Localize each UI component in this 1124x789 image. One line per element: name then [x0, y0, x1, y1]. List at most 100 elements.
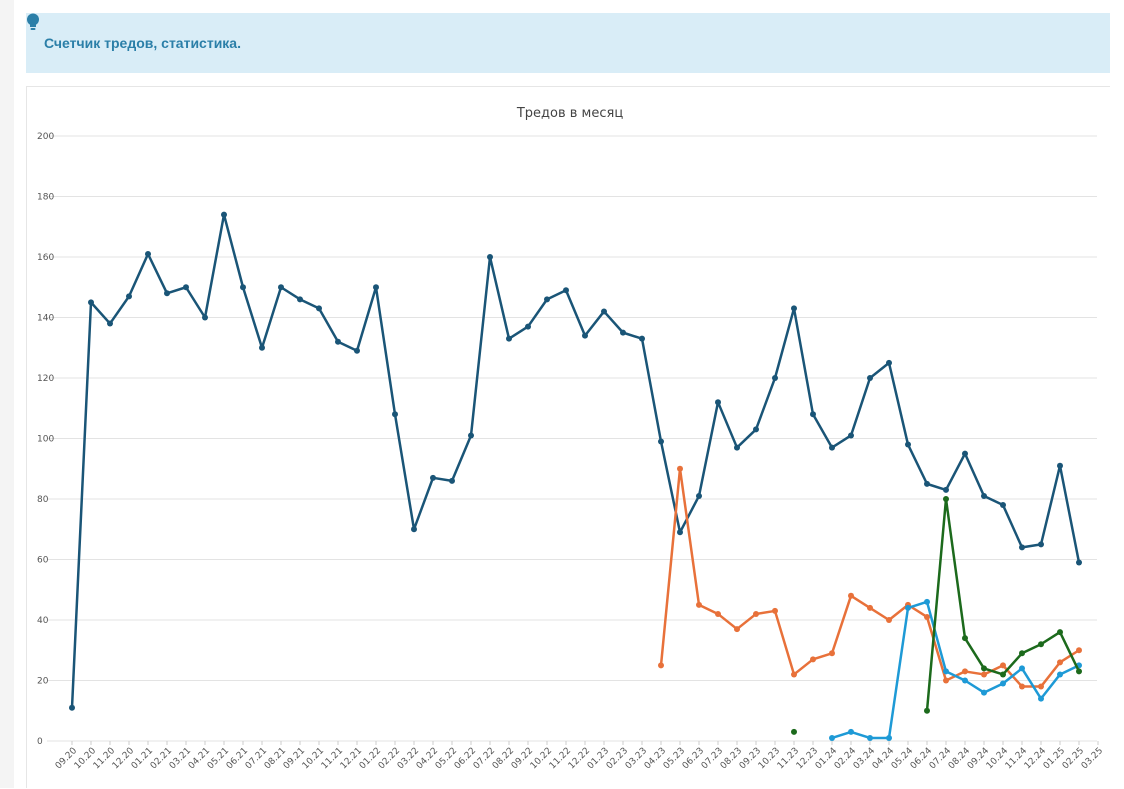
data-point — [1038, 683, 1044, 690]
data-point — [848, 592, 854, 599]
data-point — [867, 375, 873, 381]
data-point — [981, 492, 987, 499]
threads-chart-container: Тредов в месяц 0 20 40 60 80 100 120 140 160 180 2… — [26, 86, 1110, 788]
y-tick-label: 20 — [37, 677, 49, 687]
data-point — [753, 426, 759, 433]
data-point — [886, 734, 892, 741]
data-point — [943, 668, 949, 675]
data-point — [449, 477, 455, 484]
data-point — [601, 308, 607, 315]
data-point — [69, 704, 75, 711]
series-line — [659, 467, 1080, 688]
data-point — [1000, 671, 1006, 678]
data-point — [962, 677, 968, 684]
data-point — [962, 635, 968, 642]
data-point — [411, 526, 417, 533]
data-point — [734, 444, 740, 451]
data-point — [525, 323, 531, 330]
data-point — [905, 604, 911, 611]
data-point — [696, 601, 702, 608]
chart-grid — [47, 135, 1099, 745]
lightbulb-icon — [27, 13, 39, 30]
data-point — [848, 728, 854, 735]
data-point — [696, 492, 702, 499]
data-point — [392, 411, 398, 418]
data-point — [259, 344, 265, 351]
data-point — [1057, 671, 1063, 678]
data-point — [1000, 662, 1006, 669]
series-line — [831, 600, 1080, 740]
series-2 — [829, 598, 1082, 741]
x-axis-ticks: 09.2010.2011.2012.2001.2102.2103.2104.21… — [54, 746, 1105, 771]
y-tick-label: 80 — [37, 495, 49, 505]
data-point — [867, 734, 873, 741]
y-tick-label: 120 — [37, 374, 54, 384]
data-point — [905, 441, 911, 448]
data-point — [943, 496, 949, 502]
threads-per-month-chart: Тредов в месяц 0 20 40 60 80 100 120 140 160 180 2… — [37, 106, 1105, 771]
series-line — [70, 213, 1081, 708]
data-point — [867, 604, 873, 611]
y-tick-label: 40 — [37, 616, 49, 626]
data-point — [487, 254, 493, 260]
notice-text: Счетчик тредов, статистика. — [44, 35, 241, 51]
data-point — [677, 529, 683, 536]
data-point — [1038, 641, 1044, 648]
y-tick-label: 0 — [37, 737, 43, 747]
data-point — [107, 320, 113, 327]
data-point — [240, 284, 246, 291]
data-point — [848, 432, 854, 439]
data-point — [886, 359, 892, 366]
data-point — [1019, 665, 1025, 672]
y-tick-label: 200 — [37, 132, 54, 142]
data-point — [981, 689, 987, 696]
data-point — [886, 617, 892, 623]
data-point — [791, 728, 797, 735]
chart-series — [69, 211, 1082, 741]
data-point — [1076, 559, 1082, 566]
data-point — [753, 610, 759, 617]
data-point — [962, 450, 968, 457]
data-point — [316, 305, 322, 312]
data-point — [943, 677, 949, 684]
y-tick-label: 60 — [37, 556, 49, 566]
y-tick-label: 100 — [37, 435, 54, 445]
data-point — [430, 474, 436, 481]
x-tick-label: 03.25 — [1080, 746, 1105, 771]
data-point — [506, 335, 512, 342]
series-0 — [69, 211, 1082, 711]
data-point — [658, 662, 664, 669]
data-point — [1019, 650, 1025, 657]
data-point — [354, 347, 360, 354]
data-point — [715, 399, 721, 406]
data-point — [924, 598, 930, 605]
data-point — [829, 444, 835, 451]
y-tick-label: 160 — [37, 253, 54, 263]
data-point — [943, 486, 949, 493]
data-point — [772, 607, 778, 614]
data-point — [829, 734, 835, 741]
data-point — [1019, 683, 1025, 690]
data-point — [981, 671, 987, 678]
y-tick-label: 180 — [37, 193, 54, 203]
series-3 — [791, 496, 1082, 735]
data-point — [658, 438, 664, 445]
data-point — [335, 338, 341, 345]
data-point — [563, 287, 569, 294]
data-point — [810, 411, 816, 418]
data-point — [183, 284, 189, 291]
stats-notice-banner: Счетчик тредов, статистика. — [26, 13, 1110, 73]
data-point — [962, 668, 968, 675]
data-point — [772, 375, 778, 381]
data-point — [1076, 647, 1082, 654]
data-point — [544, 296, 550, 303]
data-point — [468, 432, 474, 439]
data-point — [1057, 629, 1063, 636]
data-point — [1019, 544, 1025, 551]
data-point — [202, 314, 208, 321]
data-point — [924, 613, 930, 620]
left-page-strip — [0, 0, 14, 788]
data-point — [639, 335, 645, 342]
data-point — [924, 480, 930, 487]
data-point — [715, 610, 721, 617]
